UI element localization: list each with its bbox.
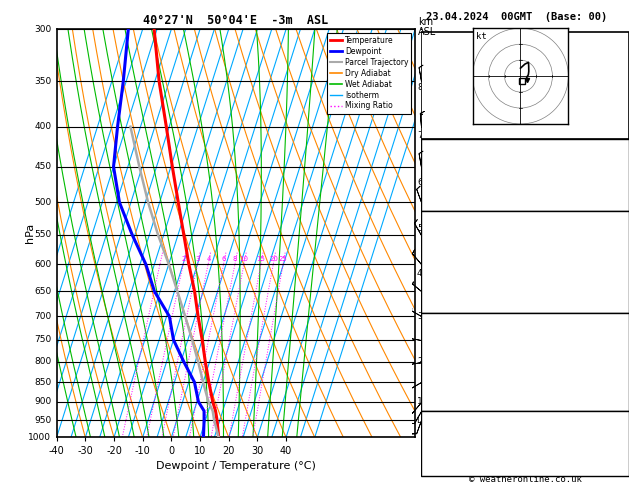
Text: 4: 4: [206, 256, 211, 262]
Text: kt: kt: [477, 32, 487, 41]
Text: 2.28: 2.28: [599, 194, 623, 204]
Text: 1000: 1000: [28, 433, 51, 442]
Text: 45: 45: [611, 170, 623, 180]
Text: CIN (J): CIN (J): [430, 301, 471, 311]
Text: 450: 450: [34, 162, 51, 171]
Text: 8: 8: [233, 256, 237, 262]
Text: 950: 950: [34, 416, 51, 424]
Text: 15: 15: [257, 256, 265, 262]
Text: 0: 0: [617, 425, 623, 435]
Text: 5: 5: [417, 224, 423, 233]
Text: hPa: hPa: [25, 223, 35, 243]
Text: 300: 300: [34, 25, 51, 34]
Text: 20: 20: [269, 256, 278, 262]
Text: 11.2: 11.2: [599, 243, 623, 253]
Text: 23.04.2024  00GMT  (Base: 00): 23.04.2024 00GMT (Base: 00): [426, 12, 607, 22]
Text: LCL: LCL: [416, 416, 431, 425]
Text: 0: 0: [617, 398, 623, 408]
Bar: [421, 139, 629, 211]
Text: 3: 3: [417, 312, 423, 321]
Text: Lifted Index: Lifted Index: [430, 272, 500, 282]
Text: Mixing Ratio (g/kg): Mixing Ratio (g/kg): [428, 243, 438, 322]
Text: Pressure (mb): Pressure (mb): [430, 333, 506, 343]
Text: 8: 8: [417, 83, 423, 92]
Text: 0: 0: [617, 287, 623, 296]
Text: 4: 4: [417, 269, 423, 278]
Text: 400: 400: [34, 122, 51, 131]
Text: 550: 550: [34, 230, 51, 239]
Bar: [421, 411, 629, 476]
Legend: Temperature, Dewpoint, Parcel Trajectory, Dry Adiabat, Wet Adiabat, Isotherm, Mi: Temperature, Dewpoint, Parcel Trajectory…: [327, 33, 411, 114]
X-axis label: Dewpoint / Temperature (°C): Dewpoint / Temperature (°C): [156, 461, 316, 470]
Text: 317: 317: [605, 349, 623, 359]
Text: θₑ (K): θₑ (K): [430, 349, 465, 359]
Text: 3: 3: [196, 256, 200, 262]
Text: Surface: Surface: [504, 214, 546, 224]
Text: 6: 6: [617, 272, 623, 282]
Bar: [421, 211, 629, 313]
Text: 10: 10: [240, 256, 248, 262]
Text: CAPE (J): CAPE (J): [430, 382, 477, 391]
Text: 700: 700: [34, 312, 51, 321]
Text: 6: 6: [221, 256, 226, 262]
Text: Hodograph: Hodograph: [499, 412, 552, 422]
Text: km: km: [418, 17, 433, 27]
Text: 7: 7: [417, 131, 423, 140]
Text: 2: 2: [417, 357, 423, 366]
Text: PW (cm): PW (cm): [430, 194, 471, 204]
Text: EH: EH: [430, 425, 442, 435]
Text: Temp (°C): Temp (°C): [430, 228, 482, 238]
Text: 500: 500: [34, 198, 51, 207]
Text: 25: 25: [279, 256, 287, 262]
Text: StmDir: StmDir: [430, 451, 465, 462]
Text: 16.5: 16.5: [599, 228, 623, 238]
Text: 650: 650: [34, 287, 51, 296]
Text: © weatheronline.co.uk: © weatheronline.co.uk: [469, 474, 582, 484]
Text: CAPE (J): CAPE (J): [430, 287, 477, 296]
Text: 4: 4: [617, 438, 623, 449]
Text: Lifted Index: Lifted Index: [430, 365, 500, 375]
Text: 350: 350: [34, 77, 51, 86]
Text: Most Unstable: Most Unstable: [487, 316, 564, 327]
Text: CIN (J): CIN (J): [430, 398, 471, 408]
Text: 900: 900: [34, 397, 51, 406]
Text: θₑ(K): θₑ(K): [430, 258, 459, 267]
Text: 6: 6: [417, 178, 423, 187]
Text: 4: 4: [617, 465, 623, 475]
Text: 850: 850: [34, 378, 51, 387]
Text: 600: 600: [34, 260, 51, 269]
Text: StmSpd (kt): StmSpd (kt): [430, 465, 494, 475]
Text: 0: 0: [617, 301, 623, 311]
Text: 311: 311: [605, 258, 623, 267]
Text: 800: 800: [34, 357, 51, 366]
Title: 40°27'N  50°04'E  -3m  ASL: 40°27'N 50°04'E -3m ASL: [143, 14, 328, 27]
Text: 326°: 326°: [599, 451, 623, 462]
Bar: [421, 32, 629, 139]
Text: K: K: [430, 146, 436, 156]
Bar: [421, 313, 629, 411]
Text: Dewp (°C): Dewp (°C): [430, 243, 482, 253]
Text: SREH: SREH: [430, 438, 454, 449]
Text: ASL: ASL: [418, 27, 437, 36]
Text: Totals Totals: Totals Totals: [430, 170, 506, 180]
Text: 925: 925: [605, 333, 623, 343]
Text: 2: 2: [181, 256, 186, 262]
Text: 3: 3: [617, 365, 623, 375]
Text: 24: 24: [611, 146, 623, 156]
Text: 0: 0: [617, 382, 623, 391]
Text: 1: 1: [417, 397, 423, 406]
Text: 750: 750: [34, 335, 51, 345]
